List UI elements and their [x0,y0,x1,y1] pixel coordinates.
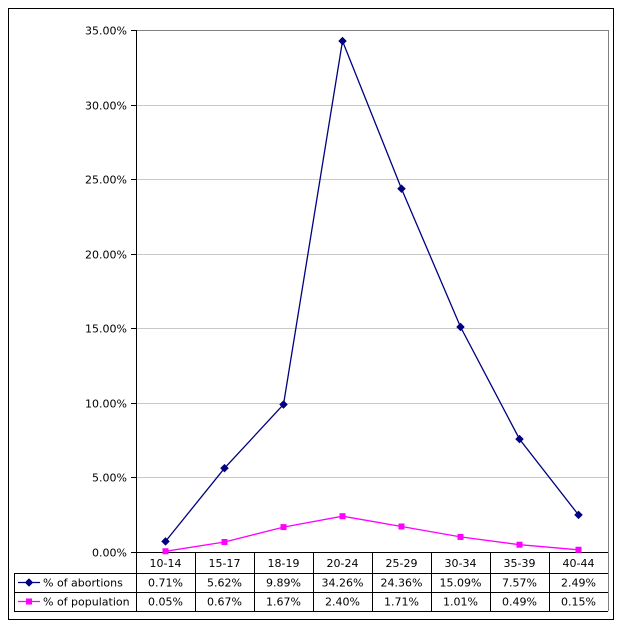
data-table: 10-14 15-17 18-19 20-24 25-29 30-34 35-39 40-44… [14,552,608,612]
series-group [161,36,583,555]
table-value-series-1: 1.71% [384,596,419,609]
y-tick-label: 5.00% [92,472,127,485]
series-1-line [165,515,579,552]
series-0-point [161,537,170,546]
series-0-line [164,38,580,542]
table-value-series-0: 2.49% [561,577,596,590]
table-value-series-0: 5.62% [207,577,242,590]
x-category-label: 25-29 [386,557,418,570]
table-value-series-1: 0.49% [502,596,537,609]
series-1-point [516,541,523,548]
y-tick-label: 25.00% [85,174,127,187]
series-0-point [574,510,583,520]
table-value-series-1: 0.15% [561,596,596,609]
y-tick-label: 0.00% [92,547,127,560]
series-0-point [456,322,465,332]
x-category-label: 40-44 [563,557,595,570]
series-1-point [457,533,464,540]
x-category-label: 15-17 [209,557,241,570]
legend-marker-series-0 [24,578,34,587]
legend-marker-series-1 [26,598,32,605]
table-value-series-0: 0.71% [148,577,183,590]
series-0-point [279,400,288,409]
table-value-series-0: 24.36% [381,577,423,590]
x-category-label: 18-19 [268,557,300,570]
x-category-label: 35-39 [504,557,536,570]
axes: 0.00% 5.00% 10.00% 15.00% 20.00% 25.00% 30.00%… [85,25,609,611]
y-tick-label: 15.00% [85,323,127,336]
series-1-point [221,539,228,546]
table-value-series-1: 1.67% [266,596,301,609]
gridlines [136,105,608,478]
table-value-series-1: 2.40% [325,596,360,609]
table-value-series-0: 34.26% [322,577,364,590]
series-1-point [575,546,582,553]
series-0-point [338,36,347,46]
series-1-point [398,523,405,530]
x-category-label: 30-34 [445,557,477,570]
x-category-label: 20-24 [327,557,359,570]
series-0-point [220,463,229,473]
table-value-series-0: 9.89% [266,577,301,590]
series-0-point [397,184,406,194]
table-value-series-0: 7.57% [502,577,537,590]
series-1-point [339,513,346,520]
y-tick-label: 10.00% [85,398,127,411]
y-tick-label: 30.00% [85,100,127,113]
y-tick-label: 35.00% [85,25,127,38]
series-1-point [162,548,169,555]
legend-label-series-0: % of abortions [43,577,123,590]
x-category-label: 10-14 [150,557,182,570]
table-value-series-1: 0.67% [207,596,242,609]
series-0-point [515,434,524,444]
table-value-series-1: 1.01% [443,596,478,609]
y-tick-label: 20.00% [85,249,127,262]
legend-label-series-1: % of population [43,596,130,609]
series-1-point [280,524,287,531]
chart-border [8,8,614,620]
table-value-series-0: 15.09% [440,577,482,590]
table-value-series-1: 0.05% [148,596,183,609]
